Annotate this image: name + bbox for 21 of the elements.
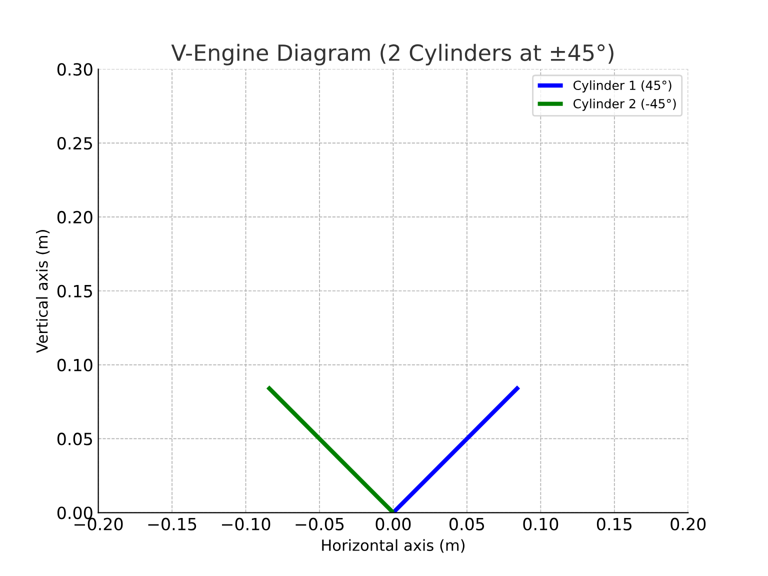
x-tick-label: 0.20: [670, 518, 706, 530]
x-tick-label: −0.10: [222, 518, 270, 530]
x-tick-label: 0.05: [449, 518, 484, 530]
x-tick-label: 0.10: [523, 518, 558, 530]
y-axis-title: Vertical axis (m): [36, 230, 50, 353]
y-tick-label: 0.10: [57, 358, 92, 372]
chart-title: V-Engine Diagram (2 Cylinders at ±45°): [171, 44, 614, 66]
x-tick-label: −0.05: [296, 518, 344, 530]
x-tick-label: 0.00: [376, 518, 411, 530]
x-tick-label: 0.15: [596, 518, 632, 530]
x-axis-title: Horizontal axis (m): [322, 539, 464, 553]
legend-label: Cylinder 1 (45°): [574, 80, 672, 92]
y-tick-label: 0.05: [57, 432, 92, 446]
y-tick-label: 0.00: [57, 506, 92, 520]
legend-label: Cylinder 2 (-45°): [574, 98, 676, 111]
x-tick-label: −0.20: [74, 518, 123, 530]
y-tick-label: 0.20: [57, 210, 92, 224]
x-tick-label: −0.15: [148, 518, 196, 530]
y-tick-label: 0.30: [57, 63, 92, 76]
y-tick-label: 0.25: [57, 137, 92, 150]
y-tick-label: 0.15: [57, 284, 92, 298]
